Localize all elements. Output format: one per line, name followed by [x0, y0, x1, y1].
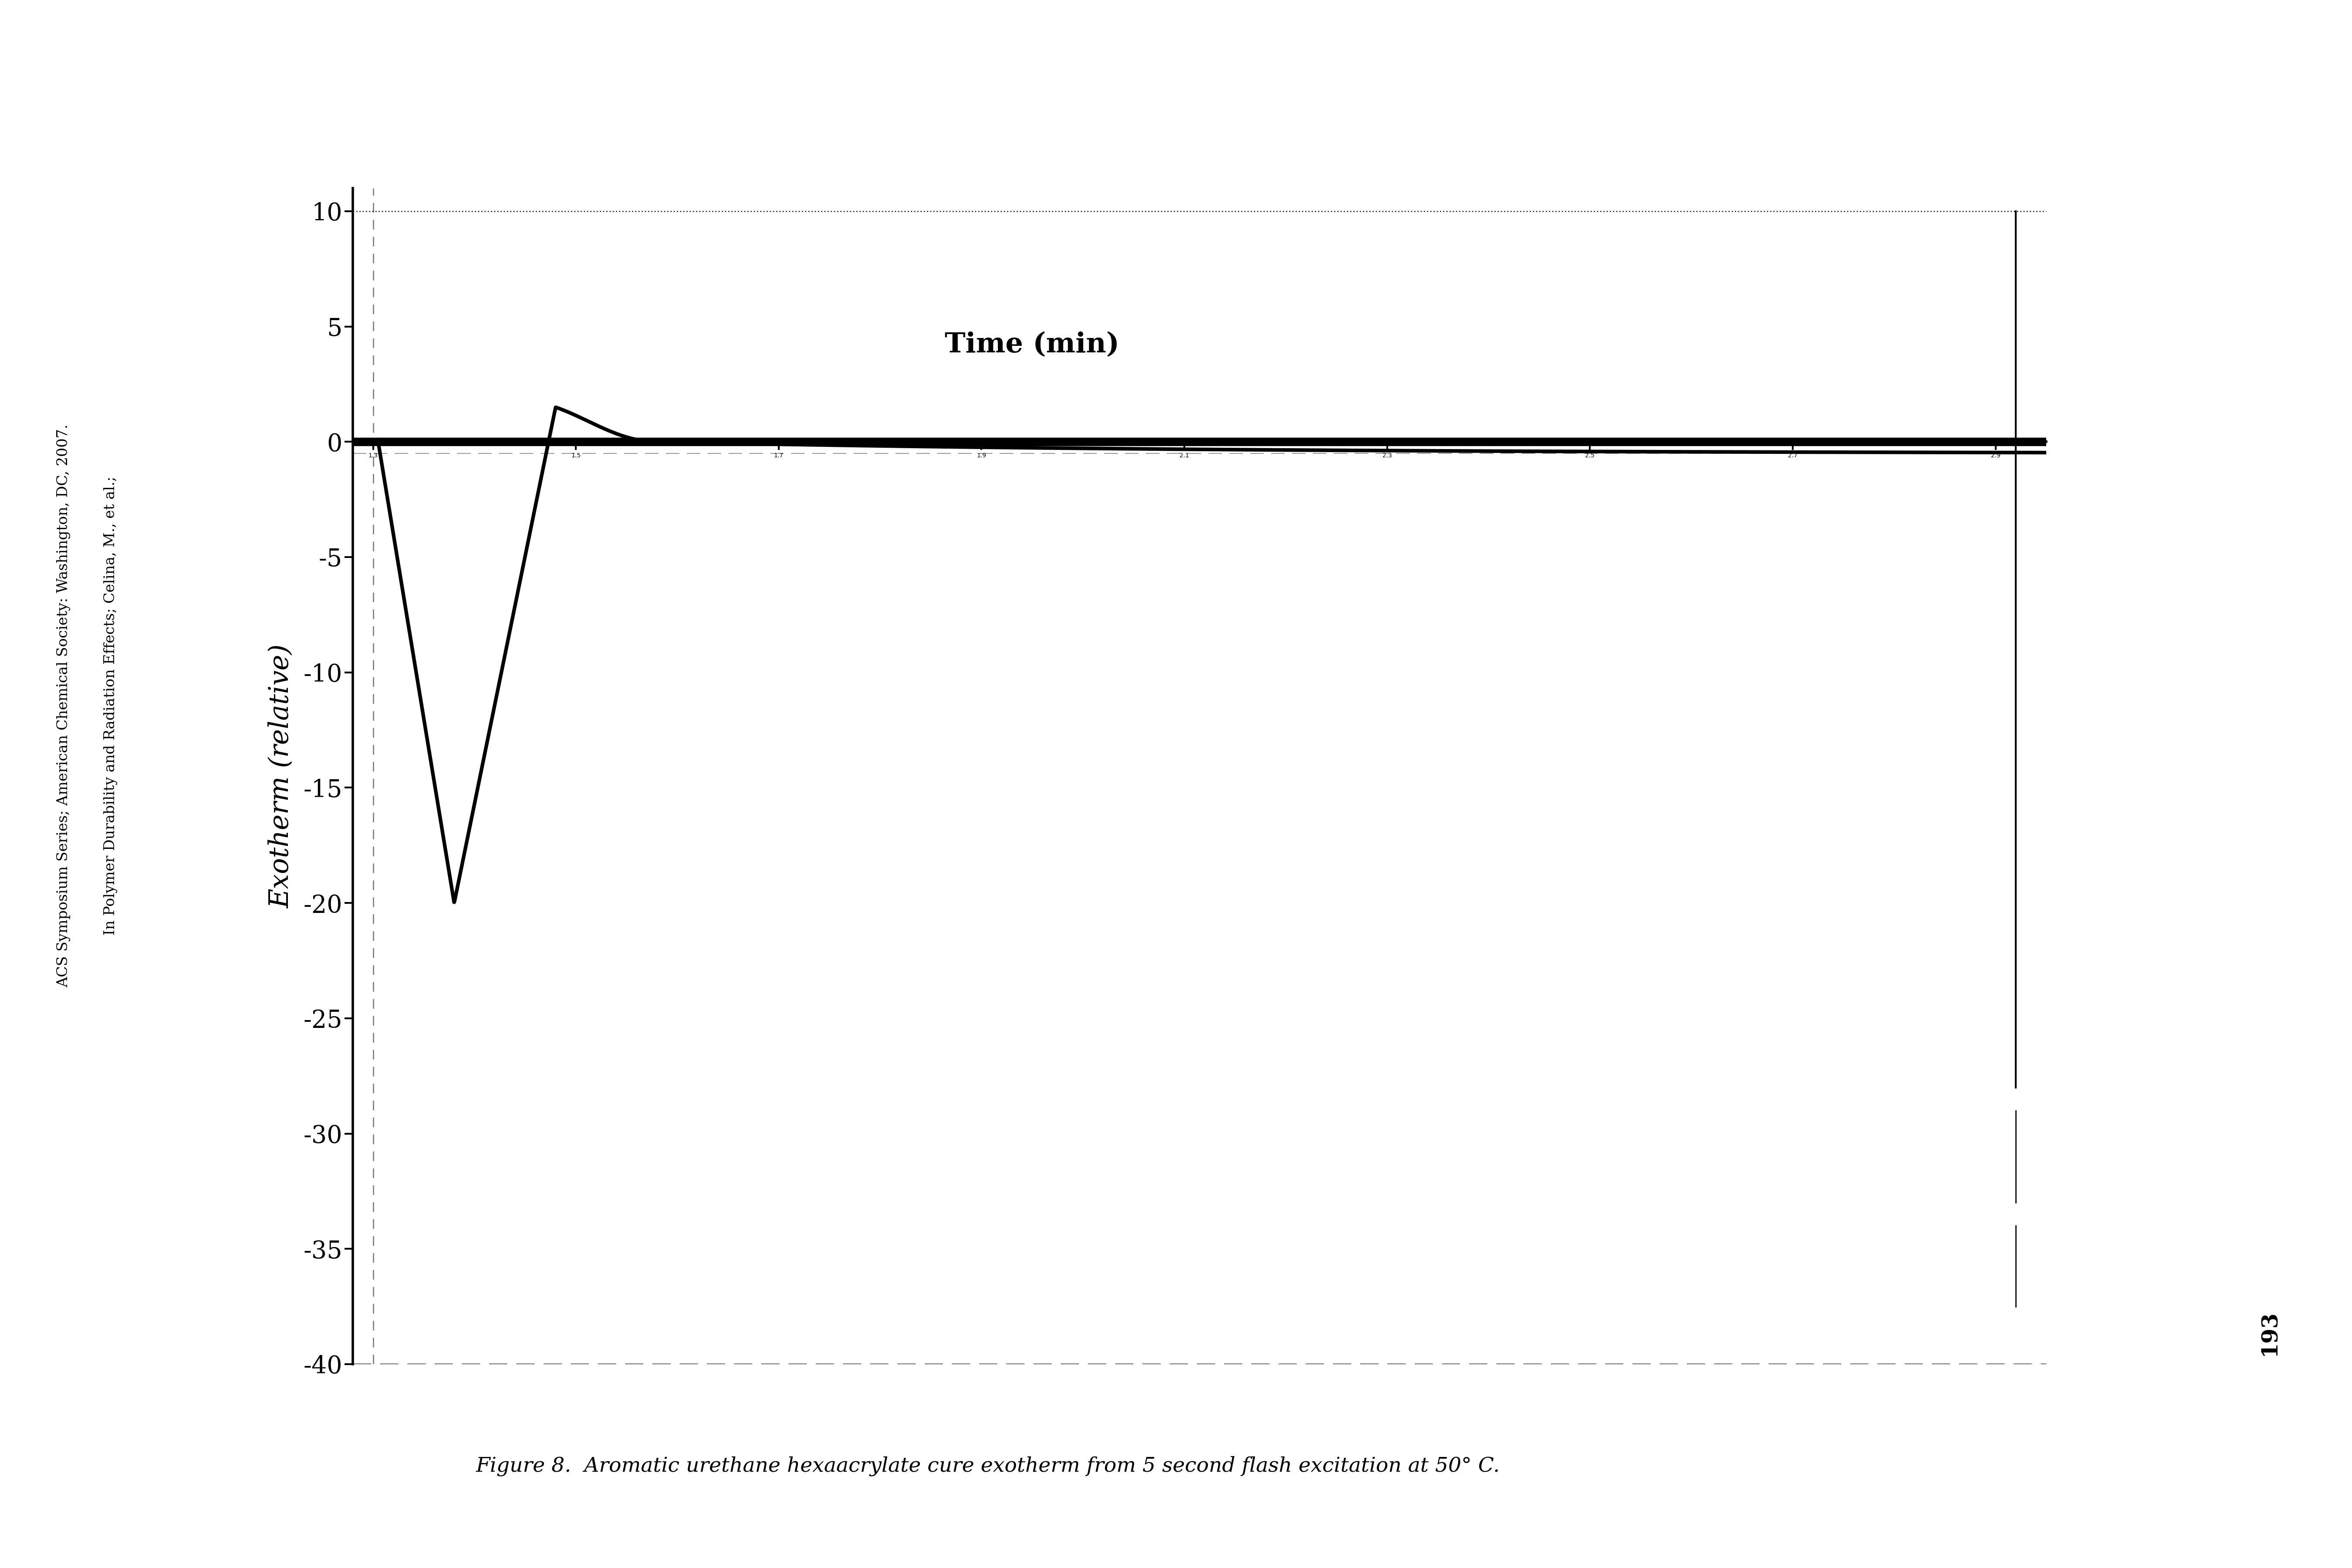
Text: ACS Symposium Series; American Chemical Society: Washington, DC, 2007.: ACS Symposium Series; American Chemical …	[56, 423, 71, 988]
Text: 193: 193	[2258, 1311, 2281, 1355]
Text: Time (min): Time (min)	[946, 332, 1120, 358]
Y-axis label: Exotherm (relative): Exotherm (relative)	[268, 644, 294, 908]
Text: In Polymer Durability and Radiation Effects; Celina, M., et al.;: In Polymer Durability and Radiation Effe…	[103, 477, 118, 935]
Text: Figure 8.  Aromatic urethane hexaacrylate cure exotherm from 5 second flash exci: Figure 8. Aromatic urethane hexaacrylate…	[475, 1457, 1501, 1475]
